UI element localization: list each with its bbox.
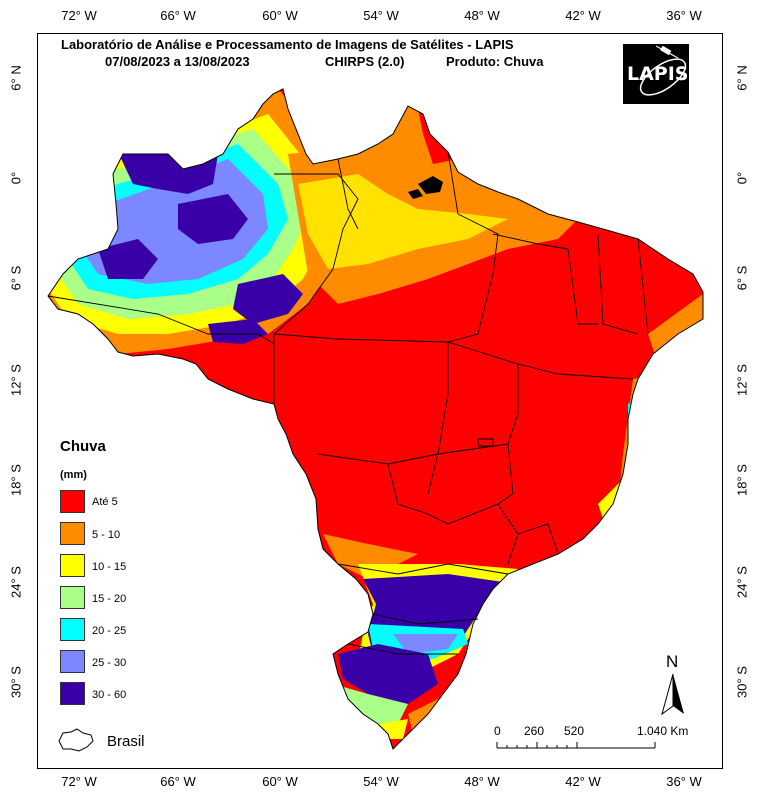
lon-tick-top: 66° W xyxy=(160,8,196,23)
legend-swatch xyxy=(60,618,85,641)
lat-tick-left: 6° S xyxy=(8,265,24,291)
lon-tick-bottom: 60° W xyxy=(262,774,298,789)
legend-label: 10 - 15 xyxy=(92,561,127,573)
legend-unit: (mm) xyxy=(60,469,87,481)
lat-tick-left: 6° N xyxy=(8,65,24,91)
map-product: Produto: Chuva xyxy=(446,54,544,69)
legend-label: Até 5 xyxy=(92,496,118,508)
lon-tick-bottom: 42° W xyxy=(565,774,601,789)
scale-label: 0 xyxy=(494,724,501,738)
lat-tick-left: 24° S xyxy=(8,566,24,598)
lon-tick-top: 54° W xyxy=(363,8,399,23)
lat-tick-right: 24° S xyxy=(734,566,750,598)
lapis-logo: LAPIS xyxy=(623,44,689,104)
lon-tick-bottom: 48° W xyxy=(464,774,500,789)
lon-tick-bottom: 72° W xyxy=(61,774,97,789)
legend-swatch xyxy=(60,554,85,577)
logo-text: LAPIS xyxy=(627,63,689,85)
marajo-island-detail xyxy=(408,176,443,199)
north-arrow-icon xyxy=(661,673,684,716)
lat-tick-right: 30° S xyxy=(734,666,750,698)
brazil-rainfall-map xyxy=(47,88,704,750)
lon-tick-top: 48° W xyxy=(464,8,500,23)
map-title: Laboratório de Análise e Processamento d… xyxy=(61,37,514,52)
lat-tick-left: 30° S xyxy=(8,666,24,698)
lon-tick-top: 72° W xyxy=(61,8,97,23)
scale-label: 260 xyxy=(524,724,545,738)
legend-swatch xyxy=(60,522,85,545)
legend-swatch xyxy=(60,586,85,609)
scale-bar xyxy=(496,742,656,749)
legend-title: Chuva xyxy=(60,438,106,455)
lon-tick-top: 60° W xyxy=(262,8,298,23)
lat-tick-left: 12° S xyxy=(8,364,24,396)
map-source: CHIRPS (2.0) xyxy=(325,54,405,69)
boundary-label: Brasil xyxy=(107,733,145,750)
north-label: N xyxy=(666,652,679,671)
scale-label: 1.040 Km xyxy=(637,724,689,738)
legend-label: 30 - 60 xyxy=(92,689,127,701)
legend-swatch xyxy=(60,682,85,705)
lat-tick-right: 12° S xyxy=(734,364,750,396)
lon-tick-bottom: 54° W xyxy=(363,774,399,789)
lat-tick-right: 18° S xyxy=(734,464,750,496)
lon-tick-top: 42° W xyxy=(565,8,601,23)
lon-tick-bottom: 36° W xyxy=(666,774,702,789)
lon-tick-bottom: 66° W xyxy=(160,774,196,789)
lat-tick-right: 6° N xyxy=(734,65,750,91)
map-frame xyxy=(37,33,723,769)
satellite-icon xyxy=(639,45,687,96)
lat-tick-right: 6° S xyxy=(734,265,750,291)
lat-tick-left: 18° S xyxy=(8,464,24,496)
legend-label: 5 - 10 xyxy=(92,529,121,541)
lon-tick-top: 36° W xyxy=(666,8,702,23)
lat-tick-left: 0° xyxy=(8,171,24,185)
scale-label: 520 xyxy=(564,724,585,738)
legend-label: 20 - 25 xyxy=(92,625,127,637)
legend-swatch xyxy=(60,650,85,673)
boundary-symbol-icon xyxy=(58,728,94,752)
lat-tick-right: 0° xyxy=(734,171,750,185)
legend-label: 15 - 20 xyxy=(92,593,127,605)
map-dates: 07/08/2023 a 13/08/2023 xyxy=(105,54,250,69)
legend-label: 25 - 30 xyxy=(92,657,127,669)
state-borders xyxy=(47,151,649,655)
legend-swatch xyxy=(60,490,85,513)
